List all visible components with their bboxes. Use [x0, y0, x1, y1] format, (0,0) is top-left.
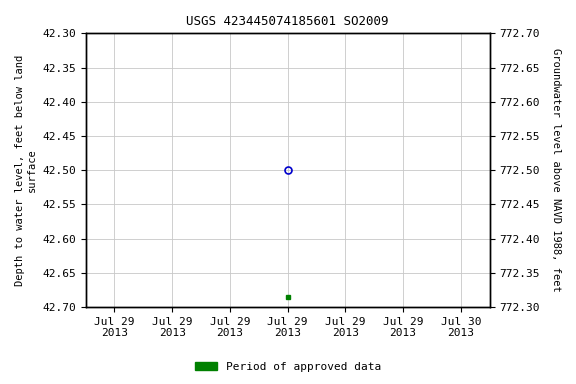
- Title: USGS 423445074185601 SO2009: USGS 423445074185601 SO2009: [187, 15, 389, 28]
- Y-axis label: Depth to water level, feet below land
surface: Depth to water level, feet below land su…: [15, 55, 37, 286]
- Y-axis label: Groundwater level above NAVD 1988, feet: Groundwater level above NAVD 1988, feet: [551, 48, 561, 292]
- Legend: Period of approved data: Period of approved data: [191, 358, 385, 377]
